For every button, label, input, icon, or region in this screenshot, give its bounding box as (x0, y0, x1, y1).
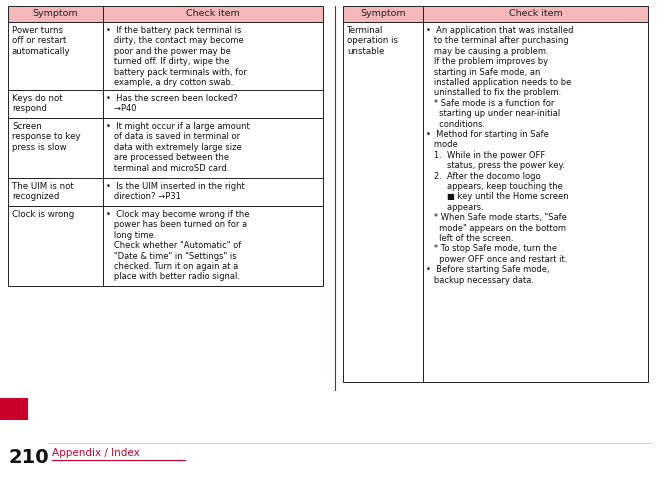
Bar (8, 206, 103, 286)
Bar (343, 6, 423, 22)
Bar (103, 22, 323, 90)
Text: Symptom: Symptom (33, 10, 78, 19)
Text: •  Clock may become wrong if the
   power has been turned on for a
   long time.: • Clock may become wrong if the power ha… (106, 210, 250, 281)
Text: •  Has the screen been locked?
   →P40: • Has the screen been locked? →P40 (106, 94, 238, 113)
Bar (8, 178, 103, 206)
Text: Symptom: Symptom (360, 10, 406, 19)
Text: 210: 210 (8, 448, 49, 467)
Text: Check item: Check item (186, 10, 240, 19)
Text: Clock is wrong: Clock is wrong (12, 210, 74, 219)
Bar (103, 90, 323, 118)
Bar (0, 398, 28, 420)
Bar (103, 178, 323, 206)
Text: The UIM is not
recognized: The UIM is not recognized (12, 182, 74, 202)
Bar (8, 90, 103, 118)
Text: Screen
response to key
press is slow: Screen response to key press is slow (12, 122, 81, 152)
Bar (8, 118, 103, 178)
Bar (343, 22, 423, 382)
Bar (103, 6, 323, 22)
Bar (8, 6, 103, 22)
Text: Check item: Check item (509, 10, 562, 19)
Text: •  It might occur if a large amount
   of data is saved in terminal or
   data w: • It might occur if a large amount of da… (106, 122, 250, 173)
Text: Appendix / Index: Appendix / Index (52, 448, 140, 458)
Text: •  If the battery pack terminal is
   dirty, the contact may become
   poor and : • If the battery pack terminal is dirty,… (106, 26, 247, 87)
Text: Keys do not
respond: Keys do not respond (12, 94, 62, 113)
Text: •  Is the UIM inserted in the right
   direction? →P31: • Is the UIM inserted in the right direc… (106, 182, 245, 202)
Bar (103, 206, 323, 286)
Text: •  An application that was installed
   to the terminal after purchasing
   may : • An application that was installed to t… (426, 26, 574, 285)
Bar (423, 6, 648, 22)
Text: Power turns
off or restart
automatically: Power turns off or restart automatically (12, 26, 70, 56)
Bar (103, 118, 323, 178)
Bar (423, 22, 648, 382)
Bar (8, 22, 103, 90)
Text: Terminal
operation is
unstable: Terminal operation is unstable (347, 26, 398, 56)
